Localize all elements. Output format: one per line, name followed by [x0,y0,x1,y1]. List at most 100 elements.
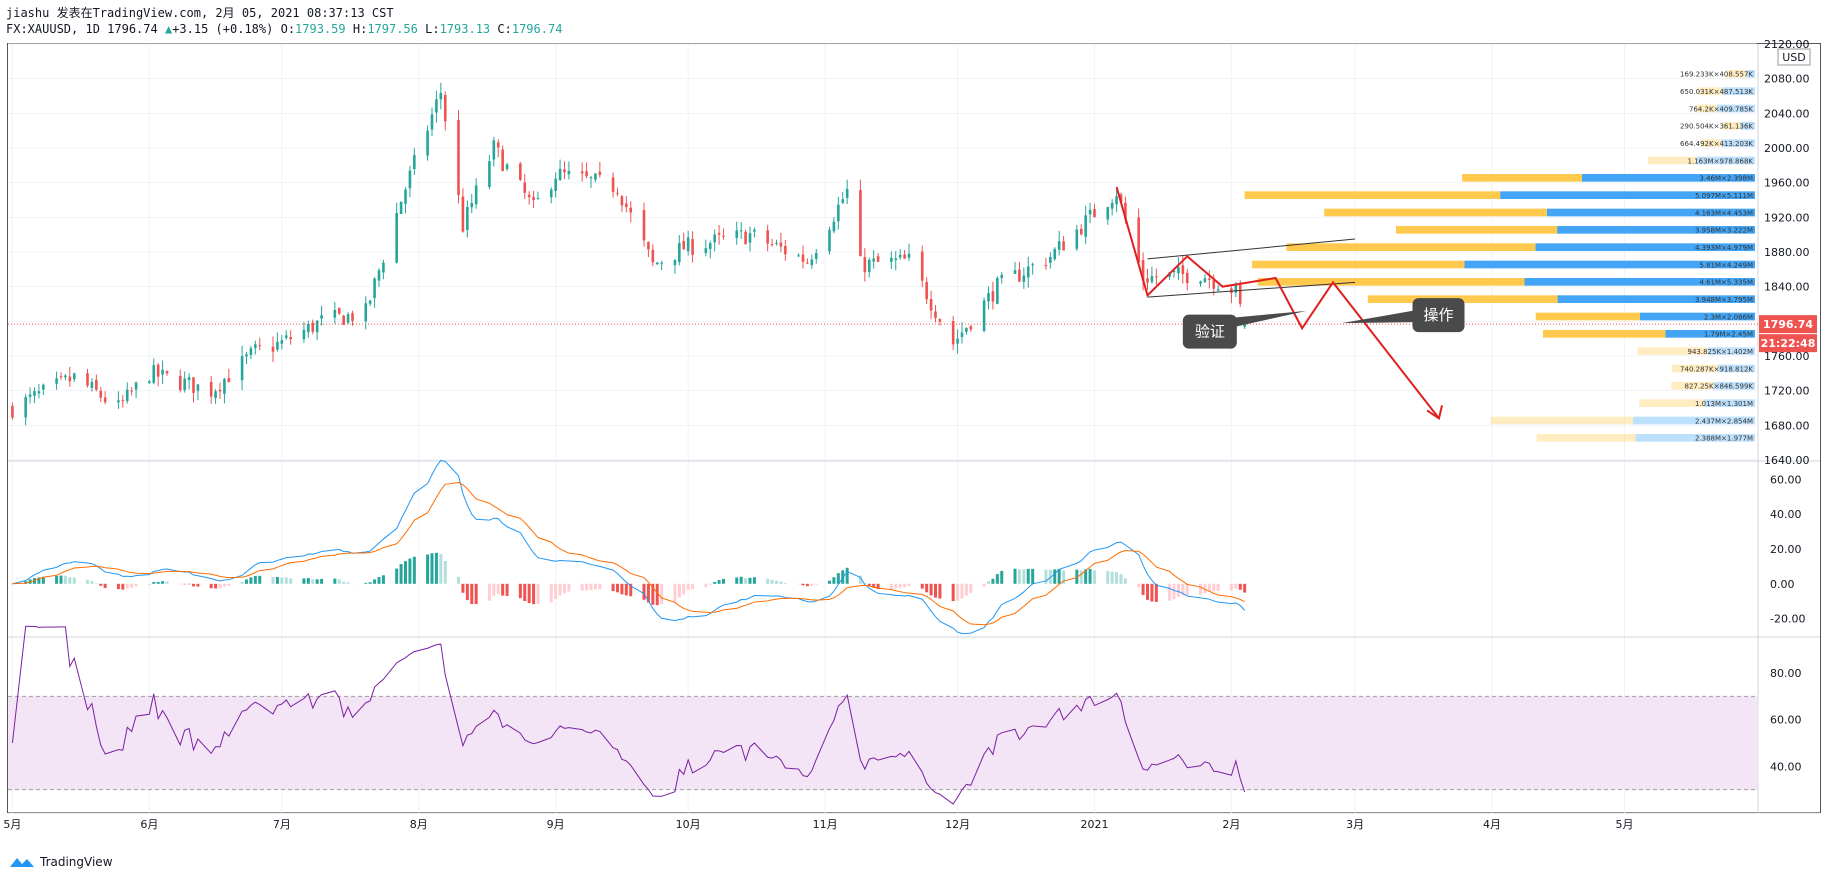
macd-histogram-bar [1207,583,1211,592]
macd-histogram-bar [951,583,955,602]
price-tick-label: 1760.00 [1764,350,1810,363]
candle-body [351,313,354,321]
low-value: 1793.13 [439,22,491,36]
candle-body [258,345,262,347]
volume-profile-up-bar [1546,208,1755,217]
open-value: 1793.59 [295,22,346,36]
candle-body [496,142,500,148]
macd-histogram-bar [461,583,465,593]
candle-body [744,231,747,245]
countdown-label: 21:22:48 [1761,337,1816,350]
macd-histogram-bar [412,556,416,584]
rsi-tick-label: 80.00 [1770,667,1802,680]
candle-body [929,299,933,311]
candle-body [95,379,98,390]
candle-body [439,92,443,100]
macd-histogram-bar [496,583,500,594]
rsi-band [8,696,1757,790]
candle-body [311,322,315,332]
candle-body [1150,276,1154,282]
macd-histogram-bar [1084,569,1088,584]
candle-body [1141,260,1145,281]
currency-label: USD [1782,51,1806,64]
candle-body [876,256,880,262]
callout-pointer [1341,310,1417,324]
volume-profile-label: 5.81M×4.249M [1699,261,1753,269]
macd-histogram-bar [1243,583,1247,593]
volume-profile-up-bar [1665,330,1755,338]
macd-histogram-bar [925,583,929,593]
macd-histogram-bar [37,577,41,584]
macd-histogram-bar [24,581,28,584]
publisher-user: jiashu [6,6,50,20]
candle-body [404,189,407,204]
candle-body [996,278,999,304]
candle-body [1208,278,1211,280]
macd-histogram-bar [872,583,876,588]
candle-body [987,292,990,302]
candle-body [223,379,226,394]
candle-body [580,171,584,174]
macd-histogram-bar [775,580,778,584]
macd-histogram-bar [214,583,218,589]
tradingview-logo[interactable]: TradingView [8,855,113,869]
candle-body [1062,241,1065,251]
macd-histogram-bar [271,577,275,584]
candle-body [125,389,129,402]
macd-histogram-bar [554,583,558,600]
candle-body [121,400,125,402]
macd-histogram-bar [713,581,717,584]
macd-histogram-bar [523,583,527,602]
candle-body [337,307,341,314]
macd-histogram-bar [1119,574,1123,584]
low-label: L: [425,22,440,36]
macd-histogram-bar [377,577,381,584]
volume-profile-up-bar [1557,295,1755,303]
macd-histogram-bar [995,574,999,584]
macd-histogram-bar [783,583,787,584]
macd-histogram-bar [969,583,973,593]
time-tick-label: 5月 [1616,818,1634,831]
candle-body [859,190,862,257]
macd-histogram-bar [245,579,248,584]
candle-body [430,114,434,130]
macd-histogram-bar [982,583,986,587]
symbol-name[interactable]: FX:XAUUSD, 1D [6,22,100,36]
candle-body [24,397,27,418]
macd-histogram-bar [797,583,801,585]
open-label: O: [280,22,296,36]
macd-histogram-bar [907,583,911,587]
chart-canvas[interactable]: 169.233K×408.557K 650.031K×487.513K 764.2K… [0,0,1828,850]
candle-body [474,185,478,205]
macd-histogram-bar [1146,583,1149,600]
volume-profile-label: 1.013M×1.301M [1695,400,1753,408]
candle-body [969,326,973,330]
volume-profile-down-bar [1367,295,1558,303]
candle-body [1110,202,1114,209]
macd-histogram-bar [567,583,571,592]
macd-histogram-bar [642,583,646,600]
volume-profile-down-bar [1671,382,1714,390]
macd-histogram-bar [404,561,407,584]
macd-histogram-bar [708,583,712,585]
macd-tick-label: 60.00 [1770,473,1802,486]
candle-body [1093,208,1096,218]
candle-body [377,270,381,281]
volume-profile-up-bar [1721,139,1755,147]
candle-body [209,381,213,397]
macd-histogram-bar [779,581,783,584]
candle-body [814,253,818,259]
macd-histogram-bar [1123,578,1127,584]
price-tick-label: 1840.00 [1764,281,1810,294]
candle-body [68,376,72,382]
candle-body [845,188,849,198]
macd-histogram-bar [408,558,412,584]
macd-histogram-bar [426,554,430,584]
macd-histogram-bar [1234,583,1238,589]
macd-histogram-bar [717,580,721,584]
macd-histogram-bar [744,578,748,584]
candle-body [72,373,76,380]
volume-profile-label: 3.46M×2.398M [1699,175,1753,183]
candle-body [134,382,138,390]
volume-profile-down-bar [1286,243,1536,251]
